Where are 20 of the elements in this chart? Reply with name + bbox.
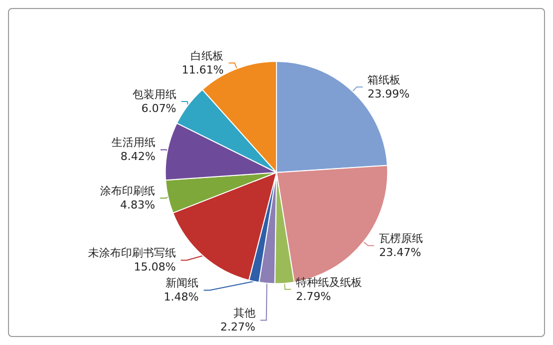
data-label: 1.48%: [164, 290, 199, 304]
slice-label: 瓦楞原纸: [379, 232, 424, 246]
data-label: 15.08%: [134, 260, 176, 274]
data-label: 4.83%: [120, 198, 156, 212]
slice-label: 包装用纸: [132, 88, 176, 102]
slice-label: 新闻纸: [166, 276, 199, 290]
slice-label: 箱纸板: [368, 74, 401, 87]
data-label: 2.27%: [220, 320, 256, 334]
data-label: 11.61%: [182, 64, 224, 77]
data-label: 2.79%: [296, 290, 331, 303]
slice-label: 未涂布印刷书写纸: [88, 246, 176, 260]
data-label: 8.42%: [120, 150, 156, 164]
slice-label: 特种纸及纸板: [296, 276, 362, 289]
data-label: 23.99%: [368, 88, 410, 101]
data-label: 6.07%: [141, 102, 176, 116]
slice-label: 白纸板: [190, 50, 224, 63]
data-label: 23.47%: [379, 246, 422, 260]
slice-label: 生活用纸: [111, 136, 156, 150]
slice-label: 其他: [233, 306, 256, 320]
slice-label: 涂布印刷纸: [100, 184, 156, 198]
